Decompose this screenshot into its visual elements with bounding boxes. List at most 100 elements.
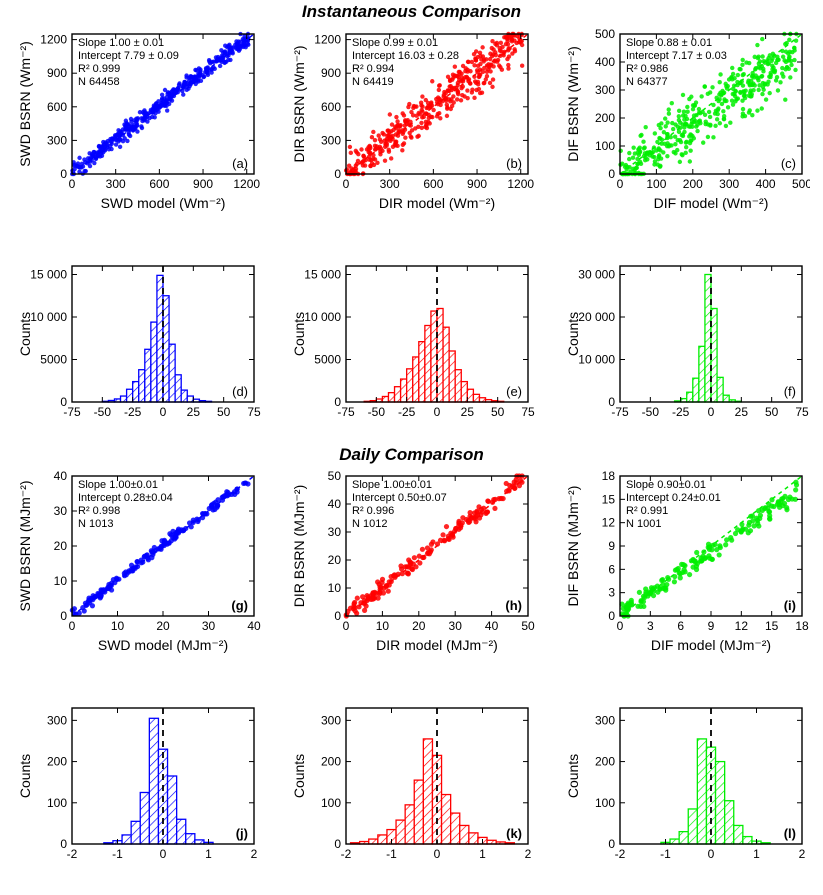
stat-line: R² 0.999 <box>78 63 120 75</box>
stat-line: Intercept 7.17 ± 0.03 <box>626 50 727 62</box>
hist-bar <box>414 780 423 844</box>
xtick-label: 50 <box>217 405 231 419</box>
ytick-label: 0 <box>60 395 67 409</box>
ytick-label: 300 <box>47 713 67 727</box>
ylabel: DIF BSRN (Wm⁻²) <box>565 46 581 161</box>
hist-bar <box>699 346 705 402</box>
xtick-label: 20 <box>412 619 426 633</box>
ytick-label: 30 <box>54 504 68 518</box>
ylabel: DIF BSRN (MJm⁻²) <box>565 486 581 607</box>
ylabel: Counts <box>17 312 33 356</box>
hist-bar <box>688 809 697 844</box>
stat-line: N 64458 <box>78 76 120 88</box>
ytick-label: 600 <box>321 100 341 114</box>
xtick-label: 400 <box>756 177 776 191</box>
xtick-label: -1 <box>112 847 123 861</box>
hist-bar <box>163 296 169 402</box>
hist-bar <box>431 311 437 402</box>
hist-bar <box>407 369 413 402</box>
panel-k: -2-10120100200300Counts(k) <box>288 698 536 868</box>
ytick-label: 10 000 <box>578 353 615 367</box>
ytick-label: 0 <box>60 609 67 623</box>
ytick-label: 0 <box>60 167 67 181</box>
xtick-label: 300 <box>106 177 126 191</box>
ytick-label: 0 <box>334 837 341 851</box>
hist-bar <box>177 819 186 844</box>
xlabel: DIR model (Wm⁻²) <box>379 195 495 211</box>
hist-bar <box>725 801 734 844</box>
stat-line: Slope 0.90±0.01 <box>626 479 706 491</box>
hist-bar <box>122 835 131 844</box>
xtick-label: -50 <box>94 405 112 419</box>
xtick-label: 25 <box>735 405 749 419</box>
stat-line: N 1013 <box>78 518 113 530</box>
hist-bar <box>670 839 679 844</box>
hist-bar <box>388 393 394 402</box>
hist-bar <box>423 739 432 844</box>
panel-a: Slope 1.00 ± 0.01Intercept 7.79 ± 0.09R²… <box>14 24 262 214</box>
hist-bar <box>401 379 407 402</box>
xtick-label: 30 <box>449 619 463 633</box>
hist-bar <box>743 837 752 844</box>
ylabel: Counts <box>565 754 581 798</box>
ytick-label: 200 <box>321 755 341 769</box>
xtick-label: 0 <box>708 405 715 419</box>
xtick-label: 20 <box>156 619 170 633</box>
ytick-label: 0 <box>608 395 615 409</box>
ylabel: DIR BSRN (Wm⁻²) <box>291 45 307 162</box>
xtick-label: 25 <box>461 405 475 419</box>
ytick-label: 3 <box>608 586 615 600</box>
hist-bar <box>405 805 414 844</box>
panel-tag: (f) <box>784 384 796 399</box>
xtick-label: 40 <box>247 619 261 633</box>
hist-bar <box>467 389 473 402</box>
hist-bar <box>711 309 717 403</box>
ytick-label: 300 <box>595 713 615 727</box>
hist-bar <box>121 396 127 402</box>
stat-line: Slope 1.00±0.01 <box>352 479 432 491</box>
ytick-label: 0 <box>334 167 341 181</box>
ytick-label: 0 <box>608 609 615 623</box>
hist-bar <box>473 394 479 402</box>
stat-line: Intercept 0.50±0.07 <box>352 492 447 504</box>
hist-bar <box>175 375 181 402</box>
ylabel: Counts <box>291 754 307 798</box>
xtick-label: 2 <box>525 847 532 861</box>
ytick-label: 10 000 <box>304 310 341 324</box>
stat-line: Slope 1.00±0.01 <box>78 479 158 491</box>
ytick-label: 200 <box>47 755 67 769</box>
xtick-label: 0 <box>617 177 624 191</box>
xlabel: SWD model (Wm⁻²) <box>101 195 226 211</box>
xtick-label: 300 <box>380 177 400 191</box>
xtick-label: 500 <box>792 177 810 191</box>
ytick-label: 100 <box>47 796 67 810</box>
panel-tag: (a) <box>232 156 248 171</box>
stat-line: Slope 0.88 ± 0.01 <box>626 37 712 49</box>
xtick-label: 40 <box>485 619 499 633</box>
figure-container: Instantaneous Comparison Daily Compariso… <box>0 0 823 895</box>
xtick-label: 10 <box>376 619 390 633</box>
xtick-label: -25 <box>672 405 690 419</box>
xtick-label: 0 <box>708 847 715 861</box>
panel-tag: (h) <box>505 598 522 613</box>
xtick-label: 2 <box>251 847 258 861</box>
xtick-label: -25 <box>124 405 142 419</box>
panel-g: Slope 1.00±0.01Intercept 0.28±0.04R² 0.9… <box>14 466 262 656</box>
panel-tag: (c) <box>781 156 796 171</box>
hist-bar <box>443 327 449 402</box>
hist-bar <box>717 377 723 402</box>
xtick-label: 10 <box>111 619 125 633</box>
stat-line: R² 0.986 <box>626 63 668 75</box>
panel-l: -2-10120100200300Counts(l) <box>562 698 810 868</box>
ytick-label: 10 <box>328 581 342 595</box>
stat-line: N 64419 <box>352 76 394 88</box>
ylabel: Counts <box>565 312 581 356</box>
hist-bar <box>140 792 149 844</box>
hist-bar <box>382 396 388 402</box>
ytick-label: 30 000 <box>578 268 615 282</box>
xtick-label: 900 <box>467 177 487 191</box>
panel-d: -75-50-2502550750500010 00015 000Counts(… <box>14 256 262 426</box>
xtick-label: 75 <box>521 405 535 419</box>
stat-line: N 64377 <box>626 76 668 88</box>
hist-bar <box>145 349 151 402</box>
